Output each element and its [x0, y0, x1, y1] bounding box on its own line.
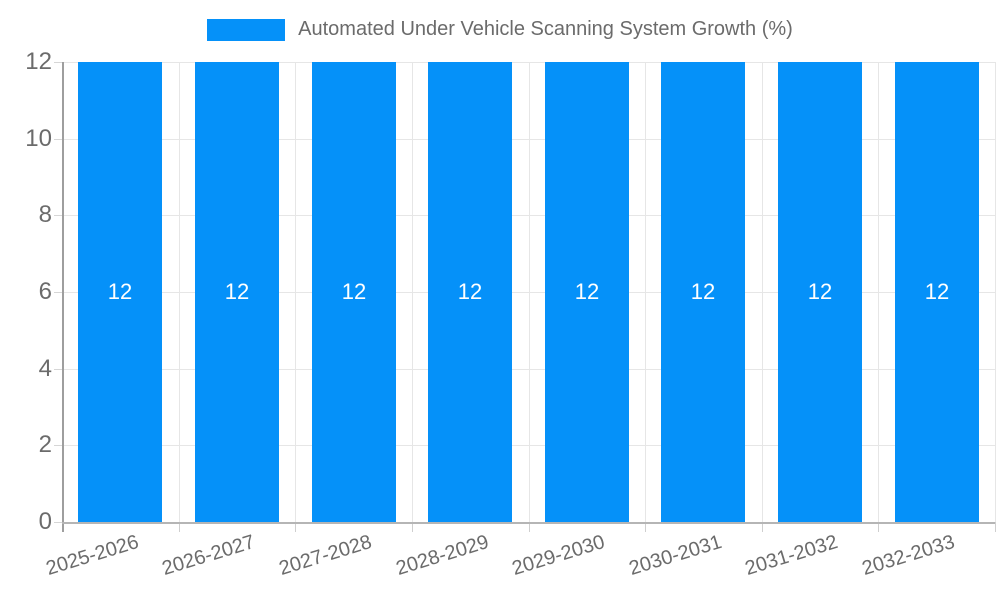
y-axis-tick: [54, 215, 62, 216]
y-tick-label: 10: [25, 125, 52, 152]
legend-swatch[interactable]: [207, 18, 286, 41]
y-tick-label: 2: [38, 431, 52, 458]
bar[interactable]: [545, 62, 629, 522]
y-tick-label: 8: [38, 201, 52, 228]
gridline-vertical: [878, 62, 879, 522]
bar[interactable]: [312, 62, 396, 522]
y-axis-tick: [54, 445, 62, 446]
y-axis-tick: [54, 369, 62, 370]
gridline-vertical: [762, 62, 763, 522]
y-axis-tick: [54, 292, 62, 293]
y-tick-label: 4: [38, 355, 52, 382]
gridline-horizontal: [62, 445, 995, 446]
bar-value-label: 12: [574, 279, 600, 304]
gridline-vertical: [995, 62, 996, 522]
y-tick-label: 12: [25, 48, 52, 75]
y-axis-tick: [54, 139, 62, 140]
bar-value-label: 12: [807, 279, 833, 304]
x-tick-label: 2030-2031: [626, 530, 725, 580]
x-axis-tick: [295, 522, 296, 532]
gridline-horizontal: [62, 215, 995, 216]
x-tick-label: 2026-2027: [159, 530, 258, 580]
x-axis-tick: [995, 522, 996, 532]
bar[interactable]: [895, 62, 979, 522]
bar[interactable]: [661, 62, 745, 522]
y-tick-label: 0: [38, 508, 52, 535]
gridline-horizontal: [62, 292, 995, 293]
y-axis-tick: [54, 522, 62, 523]
x-axis-tick: [762, 522, 763, 532]
bar[interactable]: [78, 62, 162, 522]
gridline-vertical: [179, 62, 180, 522]
gridline-vertical: [645, 62, 646, 522]
x-axis-tick: [878, 522, 879, 532]
bar-value-label: 12: [341, 279, 367, 304]
y-tick-label: 6: [38, 278, 52, 305]
bar-value-label: 12: [690, 279, 716, 304]
gridline-vertical: [529, 62, 530, 522]
bar-value-label: 12: [457, 279, 483, 304]
x-tick-label: 2027-2028: [276, 530, 375, 580]
x-axis-tick: [645, 522, 646, 532]
x-tick-label: 2031-2032: [742, 530, 841, 580]
x-tick-label: 2025-2026: [43, 530, 142, 580]
x-tick-label: 2029-2030: [509, 530, 608, 580]
x-tick-label: 2028-2029: [393, 530, 491, 580]
gridline-vertical: [295, 62, 296, 522]
x-tick-label: 2032-2033: [859, 530, 958, 580]
gridline-horizontal: [62, 369, 995, 370]
legend[interactable]: Automated Under Vehicle Scanning System …: [0, 18, 1000, 41]
x-axis-tick: [529, 522, 530, 532]
bar-value-label: 12: [224, 279, 250, 304]
gridline-horizontal: [62, 62, 995, 63]
bar[interactable]: [778, 62, 862, 522]
gridline-horizontal: [62, 139, 995, 140]
bar[interactable]: [195, 62, 279, 522]
bar[interactable]: [428, 62, 512, 522]
x-axis-tick: [412, 522, 413, 532]
bar-value-label: 12: [107, 279, 133, 304]
x-axis-tick: [179, 522, 180, 532]
bar-value-label: 12: [924, 279, 950, 304]
legend-label[interactable]: Automated Under Vehicle Scanning System …: [298, 18, 793, 40]
gridline-vertical: [412, 62, 413, 522]
y-axis-tick: [54, 62, 62, 63]
y-axis-line: [62, 62, 64, 532]
x-axis-line: [62, 522, 995, 524]
